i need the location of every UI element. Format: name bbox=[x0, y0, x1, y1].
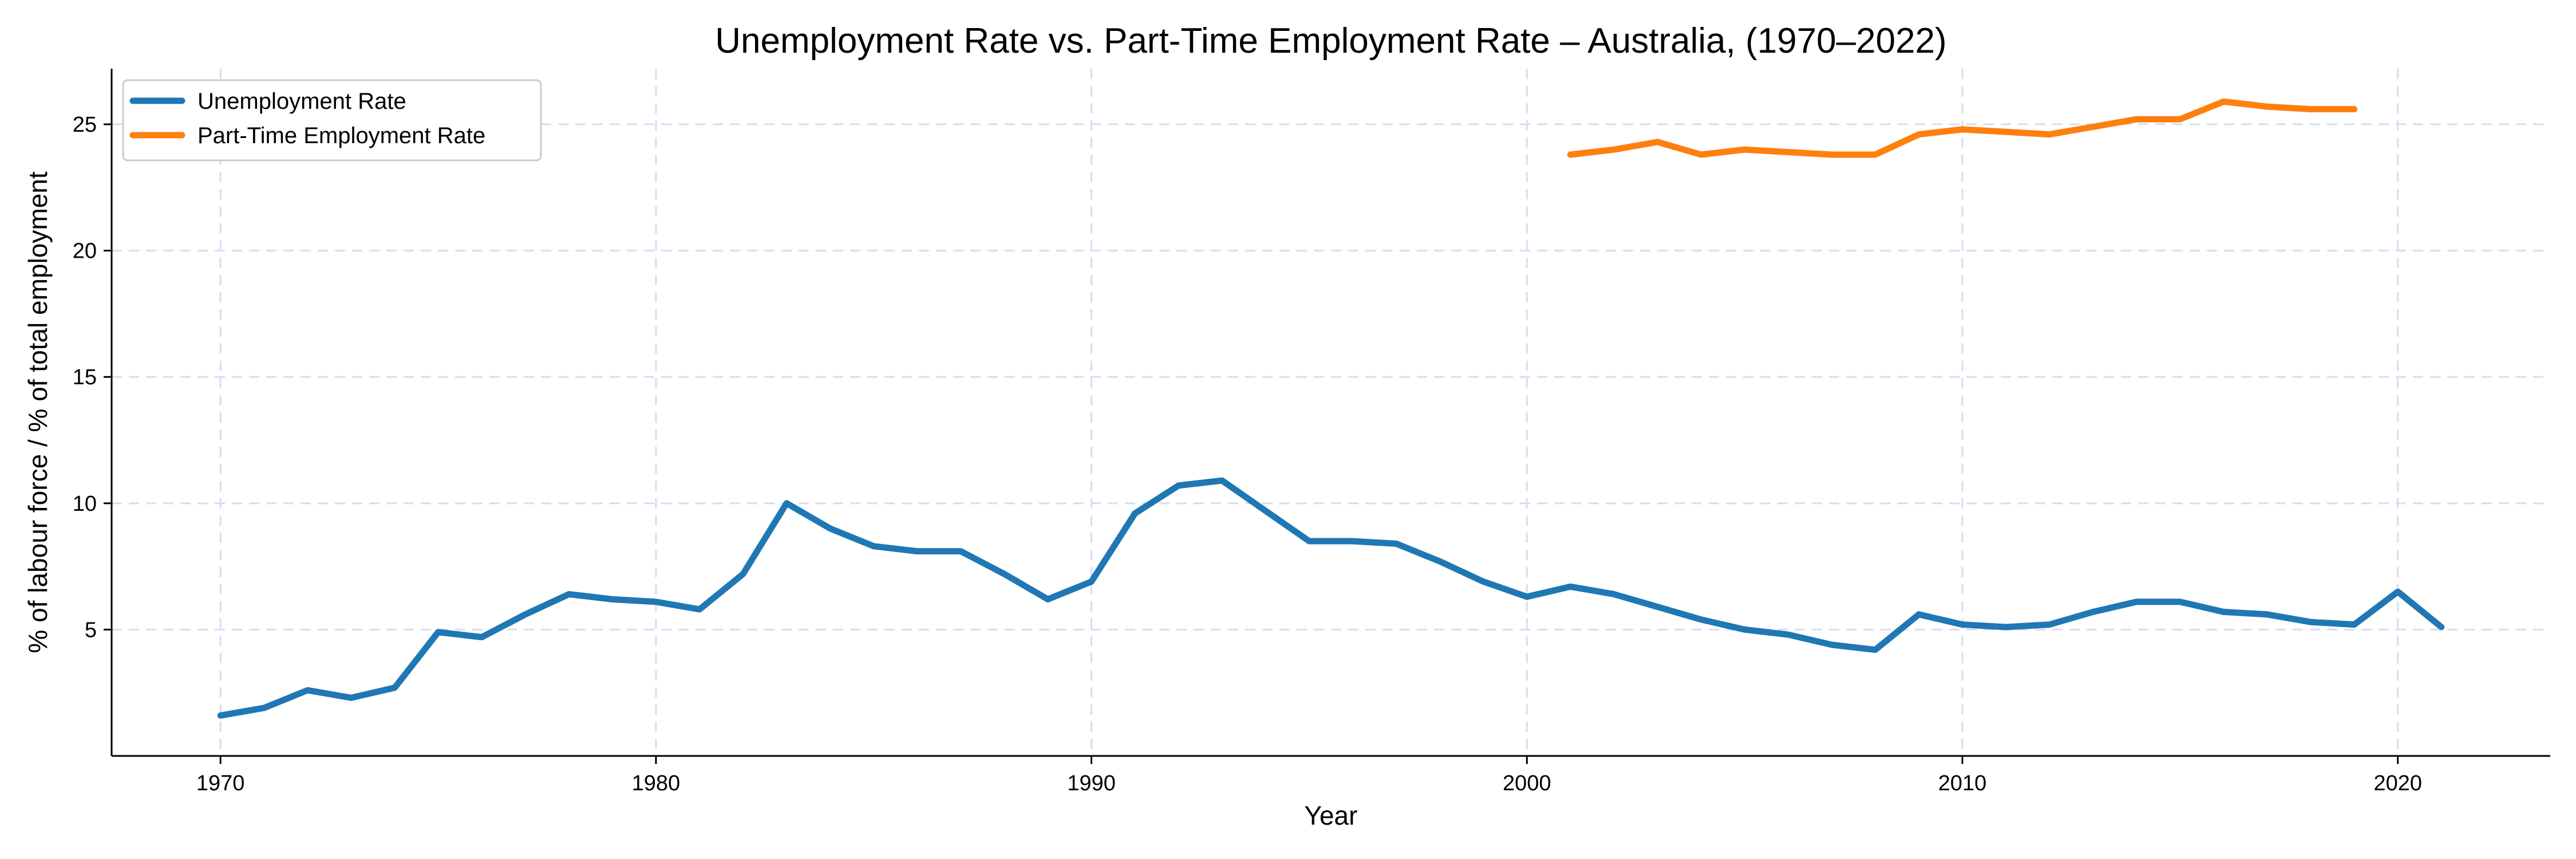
y-tick-label-5: 5 bbox=[85, 618, 97, 642]
x-tick-label-1990: 1990 bbox=[1067, 771, 1116, 795]
legend-label-part-time: Part-Time Employment Rate bbox=[197, 123, 485, 148]
y-tick-label-25: 25 bbox=[73, 113, 97, 137]
y-ticks: 5 10 15 20 25 bbox=[73, 113, 112, 642]
legend-label-unemployment: Unemployment Rate bbox=[197, 89, 406, 114]
chart-title: Unemployment Rate vs. Part-Time Employme… bbox=[715, 21, 1946, 61]
x-tick-label-1980: 1980 bbox=[632, 771, 681, 795]
x-ticks: 1970 1980 1990 2000 2010 2020 bbox=[196, 756, 2422, 795]
x-tick-label-1970: 1970 bbox=[196, 771, 245, 795]
grid bbox=[112, 69, 2550, 756]
x-tick-label-2000: 2000 bbox=[1503, 771, 1551, 795]
y-axis-label: % of labour force / % of total employmen… bbox=[23, 171, 53, 653]
legend-box bbox=[122, 79, 542, 161]
x-axis-label: Year bbox=[1305, 801, 1358, 830]
y-tick-label-20: 20 bbox=[73, 239, 97, 263]
legend: Unemployment Rate Part-Time Employment R… bbox=[122, 79, 542, 161]
y-tick-label-10: 10 bbox=[73, 492, 97, 516]
series-layer bbox=[217, 98, 2445, 719]
series-line-1 bbox=[1567, 98, 2358, 158]
series-line-0 bbox=[217, 477, 2445, 719]
x-tick-label-2020: 2020 bbox=[2373, 771, 2422, 795]
x-tick-label-2010: 2010 bbox=[1938, 771, 1987, 795]
axes bbox=[110, 69, 2550, 757]
y-tick-label-15: 15 bbox=[73, 365, 97, 389]
